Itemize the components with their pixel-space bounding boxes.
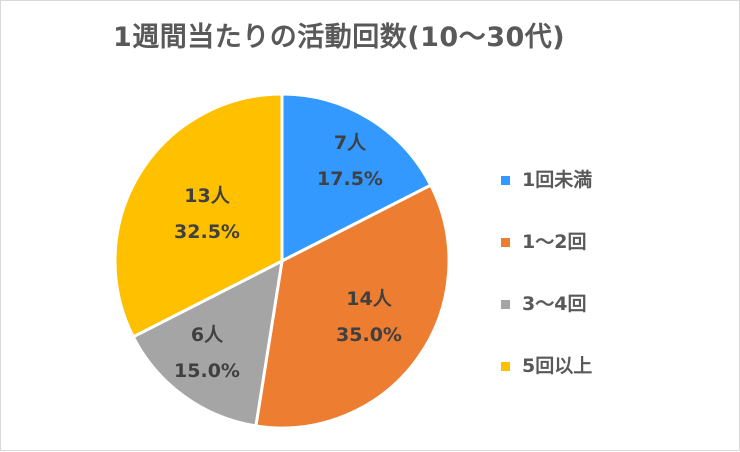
data-label-2: 14人 35.0% (314, 285, 424, 349)
data-label-1: 7人 17.5% (295, 129, 405, 193)
data-label-3: 6人 15.0% (152, 321, 262, 385)
data-label-count: 14人 (346, 288, 392, 310)
pie-slice-3 (131, 258, 284, 428)
pie-slice-2 (254, 183, 451, 430)
legend-swatch-icon (501, 238, 510, 247)
legend-item-4: 5回以上 (501, 353, 592, 415)
data-label-4: 13人 32.5% (152, 182, 262, 246)
data-label-percent: 15.0% (174, 360, 240, 382)
legend: 1回未満 1～2回 3～4回 5回以上 (501, 167, 592, 415)
legend-swatch-icon (501, 300, 510, 309)
chart-title: 1週間当たりの活動回数(10～30代) (113, 22, 566, 53)
data-label-count: 6人 (190, 324, 224, 346)
legend-item-1: 1回未満 (501, 167, 592, 229)
pie-slice-4 (113, 92, 284, 339)
data-label-percent: 35.0% (336, 324, 402, 346)
legend-label: 5回以上 (522, 355, 593, 377)
data-label-count: 13人 (184, 185, 230, 207)
legend-swatch-icon (501, 176, 510, 185)
legend-item-2: 1～2回 (501, 229, 592, 291)
data-label-count: 7人 (333, 132, 367, 154)
data-label-percent: 17.5% (317, 168, 383, 190)
legend-label: 3～4回 (522, 293, 587, 315)
pie-slice-1 (280, 92, 433, 264)
legend-item-3: 3～4回 (501, 291, 592, 353)
legend-label: 1回未満 (522, 169, 593, 191)
data-label-percent: 32.5% (174, 221, 240, 243)
legend-swatch-icon (501, 362, 510, 371)
legend-label: 1～2回 (522, 231, 587, 253)
